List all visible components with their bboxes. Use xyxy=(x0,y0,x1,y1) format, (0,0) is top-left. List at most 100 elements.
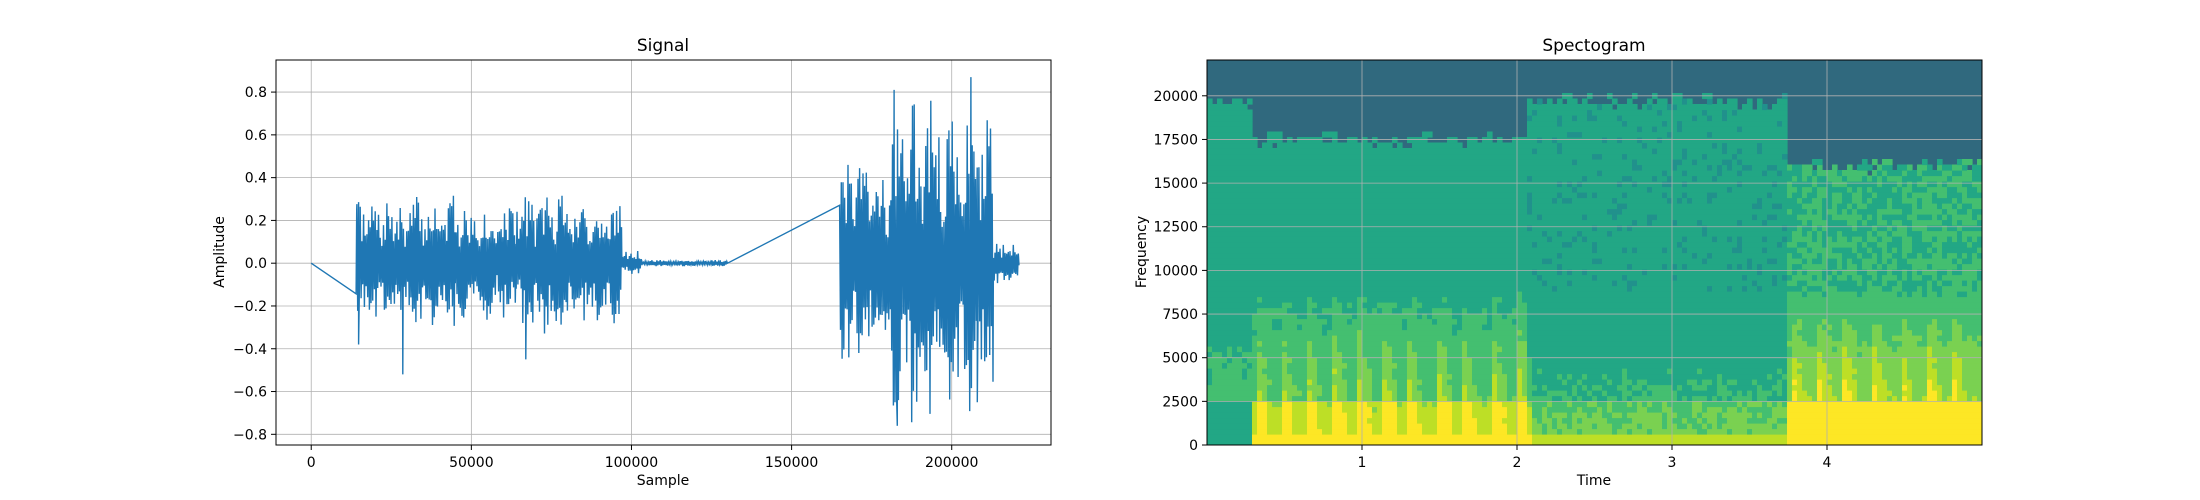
spectrogram-cell xyxy=(1522,192,1528,199)
spectrogram-cell xyxy=(1247,417,1253,424)
spectrogram-cell xyxy=(1262,170,1268,177)
spectrogram-cell xyxy=(1307,263,1313,270)
spectrogram-cell xyxy=(1362,225,1368,232)
spectrogram-cell xyxy=(1622,247,1628,254)
spectrogram-cell xyxy=(1367,307,1373,314)
spectrogram-cell xyxy=(1327,159,1333,166)
spectrogram-cell xyxy=(1332,313,1338,320)
spectrogram-cell xyxy=(1537,236,1543,243)
spectrogram-cell xyxy=(1472,263,1478,270)
spectrogram-cell xyxy=(1227,406,1233,413)
spectrogram-cell xyxy=(1267,379,1273,386)
spectrogram-cell xyxy=(1222,214,1228,221)
spectrogram-cell xyxy=(1257,340,1263,347)
spectrogram-cell xyxy=(1597,423,1603,430)
spectrogram-cell xyxy=(1237,340,1243,347)
spectrogram-cell xyxy=(1332,236,1338,243)
spectrogram-cell xyxy=(1337,186,1343,193)
spectrogram-cell xyxy=(1552,236,1558,243)
spectrogram-cell xyxy=(1607,153,1613,160)
spectrogram-cell xyxy=(1447,423,1453,430)
spectrogram-cell xyxy=(1232,126,1238,133)
spectrogram-cell xyxy=(1617,131,1623,138)
spectrogram-cell xyxy=(1237,280,1243,287)
spectrogram-cell xyxy=(1307,307,1313,314)
spectrogram-cell xyxy=(1377,434,1383,441)
spectrogram-cell xyxy=(1242,417,1248,424)
spectrogram-cell xyxy=(1237,296,1243,303)
spectrogram-cell xyxy=(1517,197,1523,204)
spectrogram-cell xyxy=(1617,252,1623,259)
spectrogram-cell xyxy=(1417,291,1423,298)
spectrogram-cell xyxy=(1562,225,1568,232)
spectrogram-cell xyxy=(1262,368,1268,375)
spectrogram-cell xyxy=(1392,384,1398,391)
spectrogram-cell xyxy=(1342,208,1348,215)
spectrogram-cell xyxy=(1237,324,1243,331)
spectrogram-cell xyxy=(1522,285,1528,292)
spectrogram-cell xyxy=(1542,170,1548,177)
spectrogram-cell xyxy=(1472,219,1478,226)
spectrogram-cell xyxy=(1212,225,1218,232)
spectrogram-cell xyxy=(1427,258,1433,265)
spectrogram-cell xyxy=(1277,148,1283,155)
spectrogram-cell xyxy=(1627,379,1633,386)
spectrogram-cell xyxy=(1592,428,1598,435)
spectrogram-cell xyxy=(1252,379,1258,386)
spectrogram-cell xyxy=(1337,351,1343,358)
spectrogram-cell xyxy=(1282,280,1288,287)
spectrogram-cell xyxy=(1622,164,1628,171)
spectrogram-cell xyxy=(1392,362,1398,369)
spectrogram-cell xyxy=(1627,115,1633,122)
spectrogram-cell xyxy=(1542,263,1548,270)
spectrogram-cell xyxy=(1222,142,1228,149)
spectrogram-cell xyxy=(1307,203,1313,210)
spectrogram-cell xyxy=(1412,401,1418,408)
spectrogram-cell xyxy=(1232,412,1238,419)
spectrogram-cell xyxy=(1282,247,1288,254)
spectrogram-cell xyxy=(1357,395,1363,402)
spectrogram-cell xyxy=(1292,214,1298,221)
spectrogram-cell xyxy=(1242,241,1248,248)
spectrogram-cell xyxy=(1502,230,1508,237)
spectrogram-cell xyxy=(1207,219,1213,226)
spectrogram-cell xyxy=(1297,219,1303,226)
spectrogram-cell xyxy=(1417,219,1423,226)
spectrogram-cell xyxy=(1492,148,1498,155)
spectrogram-cell xyxy=(1562,170,1568,177)
spectrogram-cell xyxy=(1597,368,1603,375)
spectrogram-cell xyxy=(1572,104,1578,111)
spectrogram-cell xyxy=(1467,197,1473,204)
spectrogram-cell xyxy=(1262,423,1268,430)
spectrogram-cell xyxy=(1442,274,1448,281)
spectrogram-cell xyxy=(1287,291,1293,298)
spectrogram-cell xyxy=(1407,192,1413,199)
spectrogram-cell xyxy=(1527,104,1533,111)
spectrogram-cell xyxy=(1222,164,1228,171)
spectrogram-cell xyxy=(1417,137,1423,144)
spectrogram-cell xyxy=(1562,274,1568,281)
spectrogram-cell xyxy=(1347,241,1353,248)
spectrogram-cell xyxy=(1242,186,1248,193)
spectrogram-cell xyxy=(1352,148,1358,155)
spectrogram-cell xyxy=(1562,373,1568,380)
spectrogram-cell xyxy=(1462,412,1468,419)
spectrogram-cell xyxy=(1507,379,1513,386)
spectrogram-cell xyxy=(1527,98,1533,105)
spectrogram-cell xyxy=(1572,428,1578,435)
spectrogram-cell xyxy=(1587,269,1593,276)
spectrogram-cell xyxy=(1447,379,1453,386)
spectrogram-cell xyxy=(1517,164,1523,171)
spectrogram-cell xyxy=(1522,384,1528,391)
spectrogram-cell xyxy=(1352,379,1358,386)
spectrogram-cell xyxy=(1377,208,1383,215)
spectrogram-cell xyxy=(1377,225,1383,232)
spectrogram-cell xyxy=(1287,368,1293,375)
spectrogram-cell xyxy=(1422,153,1428,160)
spectrogram-cell xyxy=(1422,230,1428,237)
spectrogram-cell xyxy=(1302,373,1308,380)
spectrogram-cell xyxy=(1542,192,1548,199)
spectrogram-cell xyxy=(1377,280,1383,287)
spectrogram-cell xyxy=(1542,296,1548,303)
spectrogram-cell xyxy=(1267,269,1273,276)
